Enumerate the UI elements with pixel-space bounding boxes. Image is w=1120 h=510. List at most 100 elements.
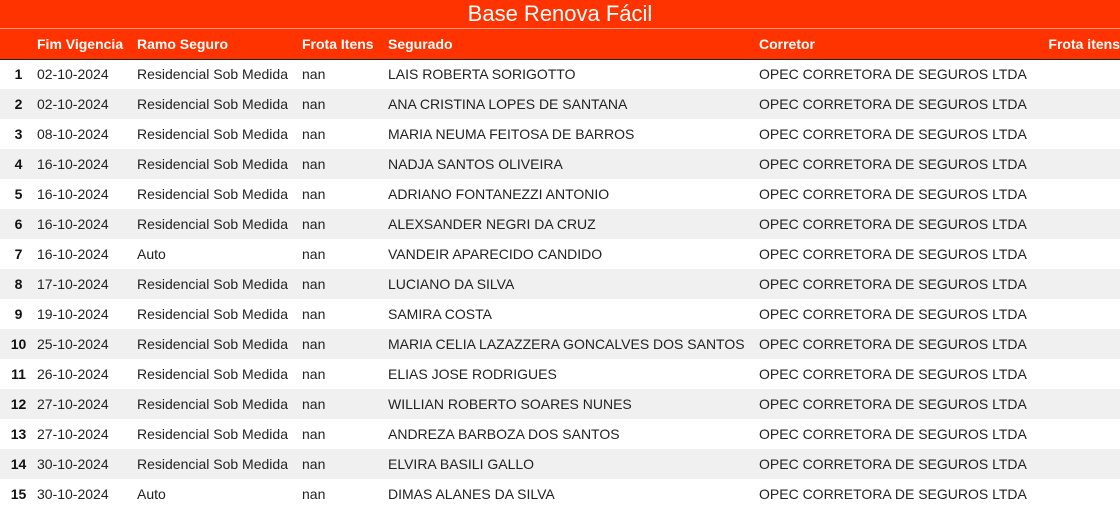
column-header-ramo-seguro[interactable]: Ramo Seguro	[137, 29, 302, 60]
cell-corretor: OPEC CORRETORA DE SEGUROS LTDA	[759, 96, 1027, 112]
cell-fim-vigencia: 27-10-2024	[37, 396, 109, 412]
cell-corretor: OPEC CORRETORA DE SEGUROS LTDA	[759, 246, 1027, 262]
cell-fim-vigencia: 17-10-2024	[37, 276, 109, 292]
cell-frota-itens-2	[1040, 389, 1120, 419]
cell-ramo-seguro: Residencial Sob Medida	[137, 456, 288, 472]
row-index: 3	[14, 126, 23, 142]
cell-ramo-seguro: Residencial Sob Medida	[137, 366, 288, 382]
cell-fim-vigencia: 16-10-2024	[37, 246, 109, 262]
cell-segurado: SAMIRA COSTA	[388, 306, 492, 322]
cell-corretor: OPEC CORRETORA DE SEGUROS LTDA	[759, 396, 1027, 412]
cell-frota-itens: nan	[302, 366, 326, 382]
table-row[interactable]: 8 17-10-2024 Residencial Sob Medida nan LUCI…	[0, 269, 1120, 299]
report-title: Base Renova Fácil	[0, 0, 1120, 28]
column-header-frota-itens[interactable]: Frota Itens	[302, 29, 388, 60]
cell-frota-itens: nan	[302, 396, 326, 412]
row-index: 7	[14, 246, 23, 262]
row-index: 15	[10, 486, 27, 502]
cell-corretor: OPEC CORRETORA DE SEGUROS LTDA	[759, 216, 1027, 232]
column-header-frota-itens-2[interactable]: Frota itens	[1040, 29, 1120, 60]
table-row[interactable]: 6 16-10-2024 Residencial Sob Medida nan ALEX…	[0, 209, 1120, 239]
cell-corretor: OPEC CORRETORA DE SEGUROS LTDA	[759, 306, 1027, 322]
cell-ramo-seguro: Residencial Sob Medida	[137, 426, 288, 442]
cell-frota-itens: nan	[302, 66, 326, 83]
table-row[interactable]: 15 30-10-2024 Auto nan DIMAS ALANES DA SILVA…	[0, 479, 1120, 509]
cell-frota-itens: nan	[302, 246, 326, 262]
cell-ramo-seguro: Residencial Sob Medida	[137, 336, 288, 352]
cell-fim-vigencia: 25-10-2024	[37, 336, 109, 352]
cell-fim-vigencia: 16-10-2024	[37, 186, 109, 202]
row-index: 12	[10, 396, 27, 412]
cell-frota-itens-2	[1040, 359, 1120, 389]
cell-segurado: WILLIAN ROBERTO SOARES NUNES	[388, 396, 632, 412]
cell-frota-itens: nan	[302, 456, 326, 472]
table-row[interactable]: 9 19-10-2024 Residencial Sob Medida nan SAMI…	[0, 299, 1120, 329]
table-row[interactable]: 4 16-10-2024 Residencial Sob Medida nan NADJ…	[0, 149, 1120, 179]
cell-frota-itens: nan	[302, 276, 326, 292]
cell-segurado: MARIA CELIA LAZAZZERA GONCALVES DOS SANT…	[388, 336, 745, 352]
cell-fim-vigencia: 16-10-2024	[37, 156, 109, 172]
cell-frota-itens: nan	[302, 306, 326, 322]
table-body: 1 02-10-2024 Residencial Sob Medida nan LAIS…	[0, 59, 1120, 509]
cell-corretor: OPEC CORRETORA DE SEGUROS LTDA	[759, 456, 1027, 472]
cell-segurado: DIMAS ALANES DA SILVA	[388, 486, 555, 502]
column-header-corretor[interactable]: Corretor	[759, 29, 1040, 60]
cell-frota-itens-2	[1040, 419, 1120, 449]
table-row[interactable]: 7 16-10-2024 Auto nan VANDEIR APARECIDO CAND…	[0, 239, 1120, 269]
cell-ramo-seguro: Residencial Sob Medida	[137, 306, 288, 322]
cell-fim-vigencia: 08-10-2024	[37, 126, 109, 142]
column-header-index[interactable]	[0, 29, 37, 60]
cell-segurado: LAIS ROBERTA SORIGOTTO	[388, 66, 576, 83]
cell-corretor: OPEC CORRETORA DE SEGUROS LTDA	[759, 66, 1027, 83]
cell-corretor: OPEC CORRETORA DE SEGUROS LTDA	[759, 126, 1027, 142]
cell-frota-itens-2	[1040, 209, 1120, 239]
cell-corretor: OPEC CORRETORA DE SEGUROS LTDA	[759, 186, 1027, 202]
table-row[interactable]: 11 26-10-2024 Residencial Sob Medida nan ELI…	[0, 359, 1120, 389]
table-row[interactable]: 1 02-10-2024 Residencial Sob Medida nan LAIS…	[0, 59, 1120, 89]
row-index: 6	[14, 216, 23, 232]
cell-corretor: OPEC CORRETORA DE SEGUROS LTDA	[759, 276, 1027, 292]
cell-fim-vigencia: 30-10-2024	[37, 486, 109, 502]
renewals-table: Fim Vigencia Ramo Seguro Frota Itens Seg…	[0, 29, 1120, 509]
cell-segurado: MARIA NEUMA FEITOSA DE BARROS	[388, 126, 635, 142]
cell-fim-vigencia: 27-10-2024	[37, 426, 109, 442]
cell-segurado: ELVIRA BASILI GALLO	[388, 456, 535, 472]
cell-fim-vigencia: 16-10-2024	[37, 216, 109, 232]
cell-fim-vigencia: 19-10-2024	[37, 306, 109, 322]
cell-frota-itens-2	[1040, 239, 1120, 269]
cell-segurado: LUCIANO DA SILVA	[388, 276, 515, 292]
table-row[interactable]: 2 02-10-2024 Residencial Sob Medida nan ANA …	[0, 89, 1120, 119]
cell-frota-itens-2	[1040, 479, 1120, 509]
table-row[interactable]: 12 27-10-2024 Residencial Sob Medida nan WIL…	[0, 389, 1120, 419]
row-index: 11	[11, 366, 26, 382]
table-row[interactable]: 5 16-10-2024 Residencial Sob Medida nan ADRI…	[0, 179, 1120, 209]
title-divider	[0, 28, 1120, 29]
row-index: 13	[10, 426, 27, 442]
table-row[interactable]: 14 30-10-2024 Residencial Sob Medida nan ELV…	[0, 449, 1120, 479]
cell-segurado: ELIAS JOSE RODRIGUES	[388, 366, 557, 382]
table-row[interactable]: 3 08-10-2024 Residencial Sob Medida nan MARI…	[0, 119, 1120, 149]
row-index: 1	[14, 66, 23, 83]
column-header-fim-vigencia[interactable]: Fim Vigencia	[37, 29, 137, 60]
cell-fim-vigencia: 02-10-2024	[37, 96, 109, 112]
cell-frota-itens-2	[1040, 179, 1120, 209]
cell-segurado: ANDREZA BARBOZA DOS SANTOS	[388, 426, 620, 442]
table-row[interactable]: 10 25-10-2024 Residencial Sob Medida nan MAR…	[0, 329, 1120, 359]
cell-corretor: OPEC CORRETORA DE SEGUROS LTDA	[759, 156, 1027, 172]
cell-fim-vigencia: 26-10-2024	[37, 366, 109, 382]
cell-frota-itens-2	[1040, 329, 1120, 359]
cell-corretor: OPEC CORRETORA DE SEGUROS LTDA	[759, 426, 1027, 442]
cell-frota-itens: nan	[302, 156, 326, 172]
cell-ramo-seguro: Auto	[137, 486, 166, 502]
cell-ramo-seguro: Residencial Sob Medida	[137, 186, 288, 202]
cell-frota-itens-2	[1040, 449, 1120, 479]
cell-frota-itens-2	[1040, 149, 1120, 179]
column-header-segurado[interactable]: Segurado	[388, 29, 759, 60]
table-row[interactable]: 13 27-10-2024 Residencial Sob Medida nan AND…	[0, 419, 1120, 449]
cell-frota-itens: nan	[302, 96, 326, 112]
cell-frota-itens-2	[1040, 269, 1120, 299]
cell-corretor: OPEC CORRETORA DE SEGUROS LTDA	[759, 336, 1027, 352]
cell-segurado: VANDEIR APARECIDO CANDIDO	[388, 246, 603, 262]
cell-frota-itens-2	[1040, 89, 1120, 119]
cell-segurado: NADJA SANTOS OLIVEIRA	[388, 156, 563, 172]
